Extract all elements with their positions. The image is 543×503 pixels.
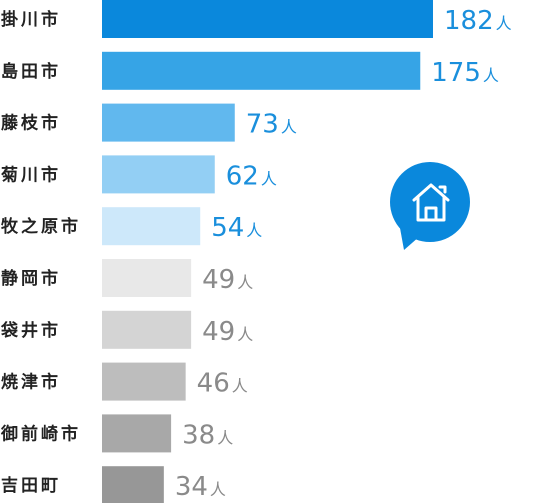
category-label: 牧之原市: [1, 216, 81, 237]
value-number: 49: [202, 317, 235, 347]
value-number: 54: [211, 213, 244, 243]
bar-7: [102, 310, 192, 349]
value-label: 34 人: [175, 472, 226, 502]
value-unit: 人: [246, 221, 262, 240]
house-icon: [412, 183, 450, 222]
bar-9: [102, 414, 172, 453]
value-label: 73 人: [246, 110, 297, 140]
bars-layer: [102, 0, 433, 503]
value-number: 38: [182, 420, 215, 450]
value-number: 62: [226, 161, 259, 191]
value-unit: 人: [281, 118, 297, 137]
bar-8: [102, 362, 186, 401]
value-unit: 人: [496, 14, 512, 33]
category-label: 島田市: [1, 61, 61, 82]
value-number: 175: [431, 58, 481, 88]
value-number: 46: [197, 369, 230, 399]
value-label: 49 人: [202, 265, 253, 295]
bar-3: [102, 103, 235, 142]
speech-bubble-circle: [390, 162, 470, 242]
value-unit: 人: [261, 169, 277, 188]
value-unit: 人: [483, 66, 499, 85]
value-unit: 人: [232, 377, 248, 396]
house-speech-bubble-icon: [390, 162, 470, 250]
category-label: 御前崎市: [0, 423, 81, 444]
value-unit: 人: [210, 480, 226, 499]
bar-6: [102, 259, 192, 297]
bar-10: [102, 466, 164, 503]
value-label: 54 人: [211, 213, 262, 243]
speech-bubble-tail: [400, 228, 420, 250]
bar-4: [102, 155, 215, 194]
value-label: 175 人: [431, 58, 499, 88]
value-label: 38 人: [182, 420, 233, 450]
value-unit: 人: [217, 428, 233, 447]
value-label: 182 人: [444, 6, 512, 36]
value-label: 49 人: [202, 317, 253, 347]
bar-2: [102, 51, 421, 90]
value-unit: 人: [237, 325, 253, 344]
value-number: 49: [202, 265, 235, 295]
value-number: 73: [246, 110, 279, 140]
category-label: 藤枝市: [1, 113, 61, 134]
value-number: 34: [175, 472, 208, 502]
bar-5: [102, 207, 201, 246]
value-label: 46 人: [197, 369, 248, 399]
value-unit: 人: [237, 273, 253, 292]
value-label: 62 人: [226, 161, 277, 191]
category-label: 焼津市: [1, 372, 61, 393]
bar-1: [102, 0, 433, 38]
category-label: 静岡市: [1, 268, 61, 289]
category-label: 掛川市: [1, 9, 61, 30]
category-label: 袋井市: [0, 320, 61, 341]
category-label: 菊川市: [1, 164, 61, 185]
value-number: 182: [444, 6, 494, 36]
category-label: 吉田町: [1, 476, 61, 496]
